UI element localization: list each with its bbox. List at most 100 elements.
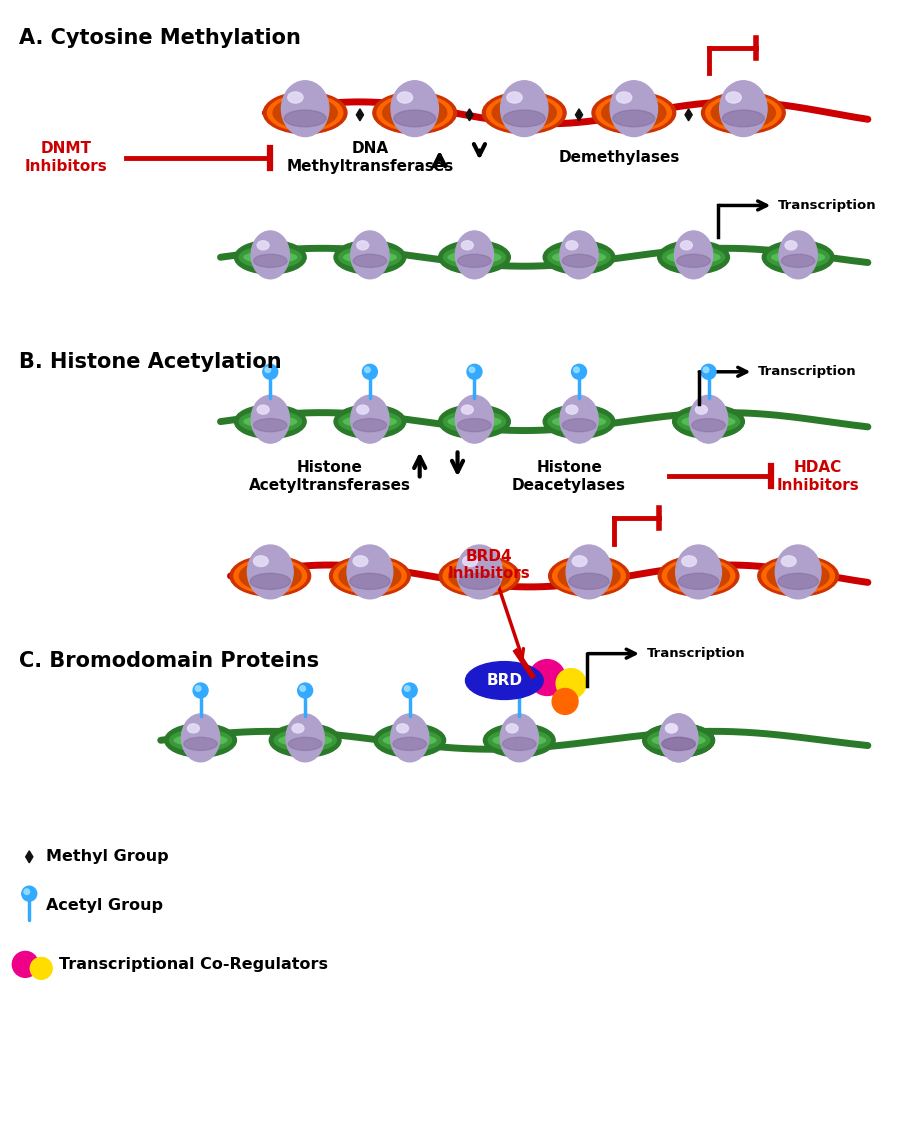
Ellipse shape — [353, 254, 386, 267]
Circle shape — [571, 364, 586, 379]
Ellipse shape — [565, 241, 577, 250]
Ellipse shape — [250, 573, 290, 589]
Ellipse shape — [565, 405, 577, 414]
Ellipse shape — [705, 95, 780, 131]
Circle shape — [297, 683, 312, 698]
Ellipse shape — [383, 735, 435, 745]
Circle shape — [193, 683, 208, 698]
Ellipse shape — [612, 110, 654, 127]
Ellipse shape — [378, 729, 441, 751]
Circle shape — [30, 958, 52, 979]
Polygon shape — [465, 109, 472, 121]
Ellipse shape — [391, 80, 438, 137]
Ellipse shape — [263, 92, 347, 133]
Circle shape — [195, 685, 200, 691]
Circle shape — [362, 364, 377, 379]
Circle shape — [22, 887, 37, 901]
Ellipse shape — [278, 735, 331, 745]
Ellipse shape — [170, 729, 231, 751]
Ellipse shape — [667, 561, 729, 590]
Ellipse shape — [349, 573, 389, 589]
Ellipse shape — [665, 724, 676, 733]
Ellipse shape — [353, 555, 368, 567]
Ellipse shape — [657, 555, 738, 596]
Text: C. Bromodomain Proteins: C. Bromodomain Proteins — [19, 650, 319, 671]
Ellipse shape — [256, 405, 269, 414]
Ellipse shape — [591, 92, 675, 133]
Ellipse shape — [382, 97, 446, 128]
Text: HDAC
Inhibitors: HDAC Inhibitors — [776, 460, 859, 493]
Ellipse shape — [661, 737, 694, 751]
Ellipse shape — [448, 416, 500, 428]
Ellipse shape — [334, 405, 405, 439]
Ellipse shape — [439, 555, 519, 596]
Circle shape — [404, 685, 410, 691]
Ellipse shape — [771, 252, 824, 262]
Circle shape — [528, 659, 564, 696]
Ellipse shape — [486, 95, 562, 131]
Ellipse shape — [244, 416, 296, 428]
Text: Histone
Deacetylases: Histone Deacetylases — [511, 460, 626, 493]
Ellipse shape — [374, 724, 445, 757]
Ellipse shape — [666, 252, 719, 262]
Ellipse shape — [461, 241, 473, 250]
Ellipse shape — [499, 714, 538, 762]
Ellipse shape — [292, 724, 303, 733]
Ellipse shape — [442, 559, 516, 594]
Ellipse shape — [247, 545, 293, 598]
Ellipse shape — [174, 735, 227, 745]
Ellipse shape — [339, 411, 401, 432]
Text: B. Histone Acetylation: B. Histone Acetylation — [19, 352, 282, 372]
Ellipse shape — [761, 241, 833, 274]
Ellipse shape — [334, 241, 405, 274]
Ellipse shape — [559, 396, 598, 443]
Ellipse shape — [347, 545, 392, 598]
Ellipse shape — [448, 561, 510, 590]
Ellipse shape — [442, 411, 505, 432]
Ellipse shape — [657, 241, 729, 274]
Ellipse shape — [455, 396, 493, 443]
Ellipse shape — [777, 573, 817, 589]
Circle shape — [300, 685, 305, 691]
Ellipse shape — [562, 254, 595, 267]
Ellipse shape — [393, 737, 426, 751]
Ellipse shape — [457, 418, 490, 432]
Ellipse shape — [601, 97, 666, 128]
Text: A. Cytosine Methylation: A. Cytosine Methylation — [19, 28, 301, 49]
Ellipse shape — [390, 714, 428, 762]
Ellipse shape — [775, 545, 820, 598]
Ellipse shape — [572, 555, 586, 567]
Ellipse shape — [357, 241, 368, 250]
Text: BRD: BRD — [486, 673, 522, 688]
Ellipse shape — [595, 95, 671, 131]
Ellipse shape — [442, 247, 505, 268]
Ellipse shape — [251, 231, 289, 278]
Ellipse shape — [287, 92, 303, 103]
Text: BRD4
Inhibitors: BRD4 Inhibitors — [448, 549, 530, 581]
Ellipse shape — [350, 231, 388, 278]
Text: Transcription: Transcription — [777, 199, 876, 211]
Ellipse shape — [357, 405, 368, 414]
Ellipse shape — [559, 231, 598, 278]
Ellipse shape — [778, 231, 816, 278]
Ellipse shape — [652, 735, 704, 745]
Ellipse shape — [350, 396, 388, 443]
Ellipse shape — [767, 247, 828, 268]
Text: DNMT
Inhibitors: DNMT Inhibitors — [24, 141, 107, 174]
Ellipse shape — [339, 561, 400, 590]
Ellipse shape — [701, 92, 785, 133]
Ellipse shape — [459, 573, 499, 589]
Ellipse shape — [784, 241, 796, 250]
Ellipse shape — [281, 80, 329, 137]
Ellipse shape — [183, 737, 217, 751]
Circle shape — [514, 685, 519, 691]
Ellipse shape — [681, 555, 696, 567]
Ellipse shape — [665, 724, 676, 733]
Text: Transcription: Transcription — [646, 647, 745, 661]
Ellipse shape — [507, 92, 522, 103]
Circle shape — [469, 366, 474, 372]
Ellipse shape — [462, 555, 477, 567]
Ellipse shape — [396, 92, 412, 103]
Ellipse shape — [343, 252, 396, 262]
Ellipse shape — [234, 559, 306, 594]
